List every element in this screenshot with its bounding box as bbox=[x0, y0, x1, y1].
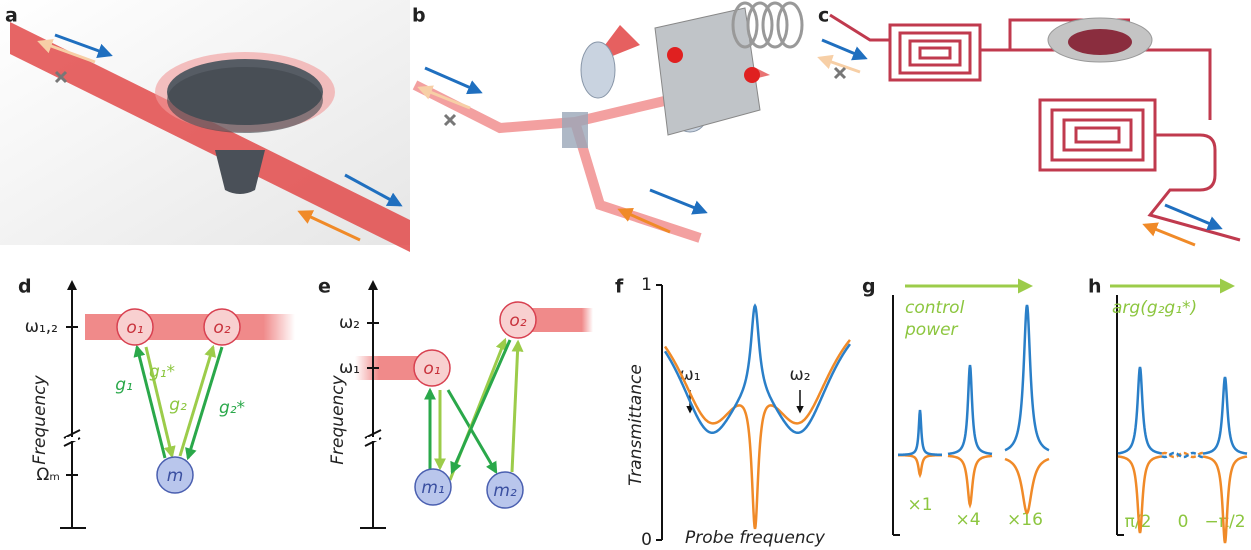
curve bbox=[1118, 367, 1162, 453]
node-label: m bbox=[167, 466, 184, 486]
level-label: ω₂ bbox=[339, 313, 360, 333]
panel-label: f bbox=[615, 276, 624, 298]
panel-d: Frequency ω₁,₂ Ωₘ o₁ o₂ m g₁ g₁* g₂ g₂* bbox=[25, 282, 295, 528]
node-label: m₂ bbox=[493, 481, 517, 501]
panel-label: a bbox=[5, 5, 18, 27]
figure: a b c d e f g h Frequency ω₁,₂ Ωₘ o₁ o₂ … bbox=[0, 0, 1251, 550]
axis-label: Frequency bbox=[30, 374, 50, 464]
curve bbox=[1203, 377, 1247, 454]
node-label: o₁ bbox=[126, 318, 143, 338]
panel-label: c bbox=[818, 5, 829, 27]
panel-e: Frequency ω₂ ω₁ o₁ o₂ m₁ m₂ bbox=[328, 282, 593, 528]
level-label: ω₁,₂ bbox=[25, 317, 58, 337]
level-label: Ωₘ bbox=[36, 465, 60, 485]
panel-label: h bbox=[1088, 276, 1102, 298]
scale-label: ×1 bbox=[907, 495, 932, 515]
panel-b-illustration bbox=[415, 3, 802, 238]
axis-label: Frequency bbox=[328, 374, 348, 464]
spectral-shapes bbox=[898, 305, 1247, 543]
level-label: ω₁ bbox=[339, 358, 360, 378]
node-label: o₁ bbox=[423, 359, 440, 379]
panel-label: b bbox=[412, 5, 426, 27]
curve bbox=[948, 365, 992, 454]
curve bbox=[1005, 459, 1049, 513]
phase-label: 0 bbox=[1178, 512, 1189, 532]
curve bbox=[948, 456, 992, 505]
coupling-label: g₁* bbox=[149, 362, 175, 382]
marker-label: ω₂ bbox=[789, 365, 810, 385]
panel-label: g bbox=[862, 276, 876, 298]
axis-label: Transmittance bbox=[626, 364, 646, 486]
curve bbox=[898, 410, 942, 455]
axis-label: Probe frequency bbox=[685, 528, 826, 548]
panel-h: arg(g₂g₁*) π/2 0 −π/2 bbox=[1110, 286, 1246, 535]
scale-label: ×4 bbox=[955, 510, 980, 530]
panel-label: d bbox=[18, 276, 32, 298]
panel-a-illustration bbox=[0, 0, 410, 252]
arrow-label: power bbox=[904, 320, 959, 340]
node-label: o₂ bbox=[509, 311, 526, 331]
panel-c-illustration bbox=[820, 15, 1240, 245]
axis-end-label: 1 bbox=[641, 275, 652, 295]
phase-label: −π/2 bbox=[1204, 512, 1245, 532]
curve bbox=[898, 455, 942, 475]
panel-label: e bbox=[318, 276, 331, 298]
node-label: m₁ bbox=[421, 478, 444, 498]
coupling-label: g₂ bbox=[169, 395, 187, 415]
curve bbox=[1005, 305, 1049, 450]
axis-end-label: 0 bbox=[641, 530, 652, 550]
node-label: o₂ bbox=[213, 318, 230, 338]
panel-f: 1 0 Transmittance Probe frequency ω₁ ω₂ bbox=[626, 275, 850, 550]
coupling-label: g₁ bbox=[115, 375, 133, 395]
arrow-label: arg(g₂g₁*) bbox=[1112, 298, 1197, 318]
arrow-label: control bbox=[905, 298, 965, 318]
scale-label: ×16 bbox=[1007, 510, 1043, 530]
coupling-label: g₂* bbox=[219, 398, 245, 418]
